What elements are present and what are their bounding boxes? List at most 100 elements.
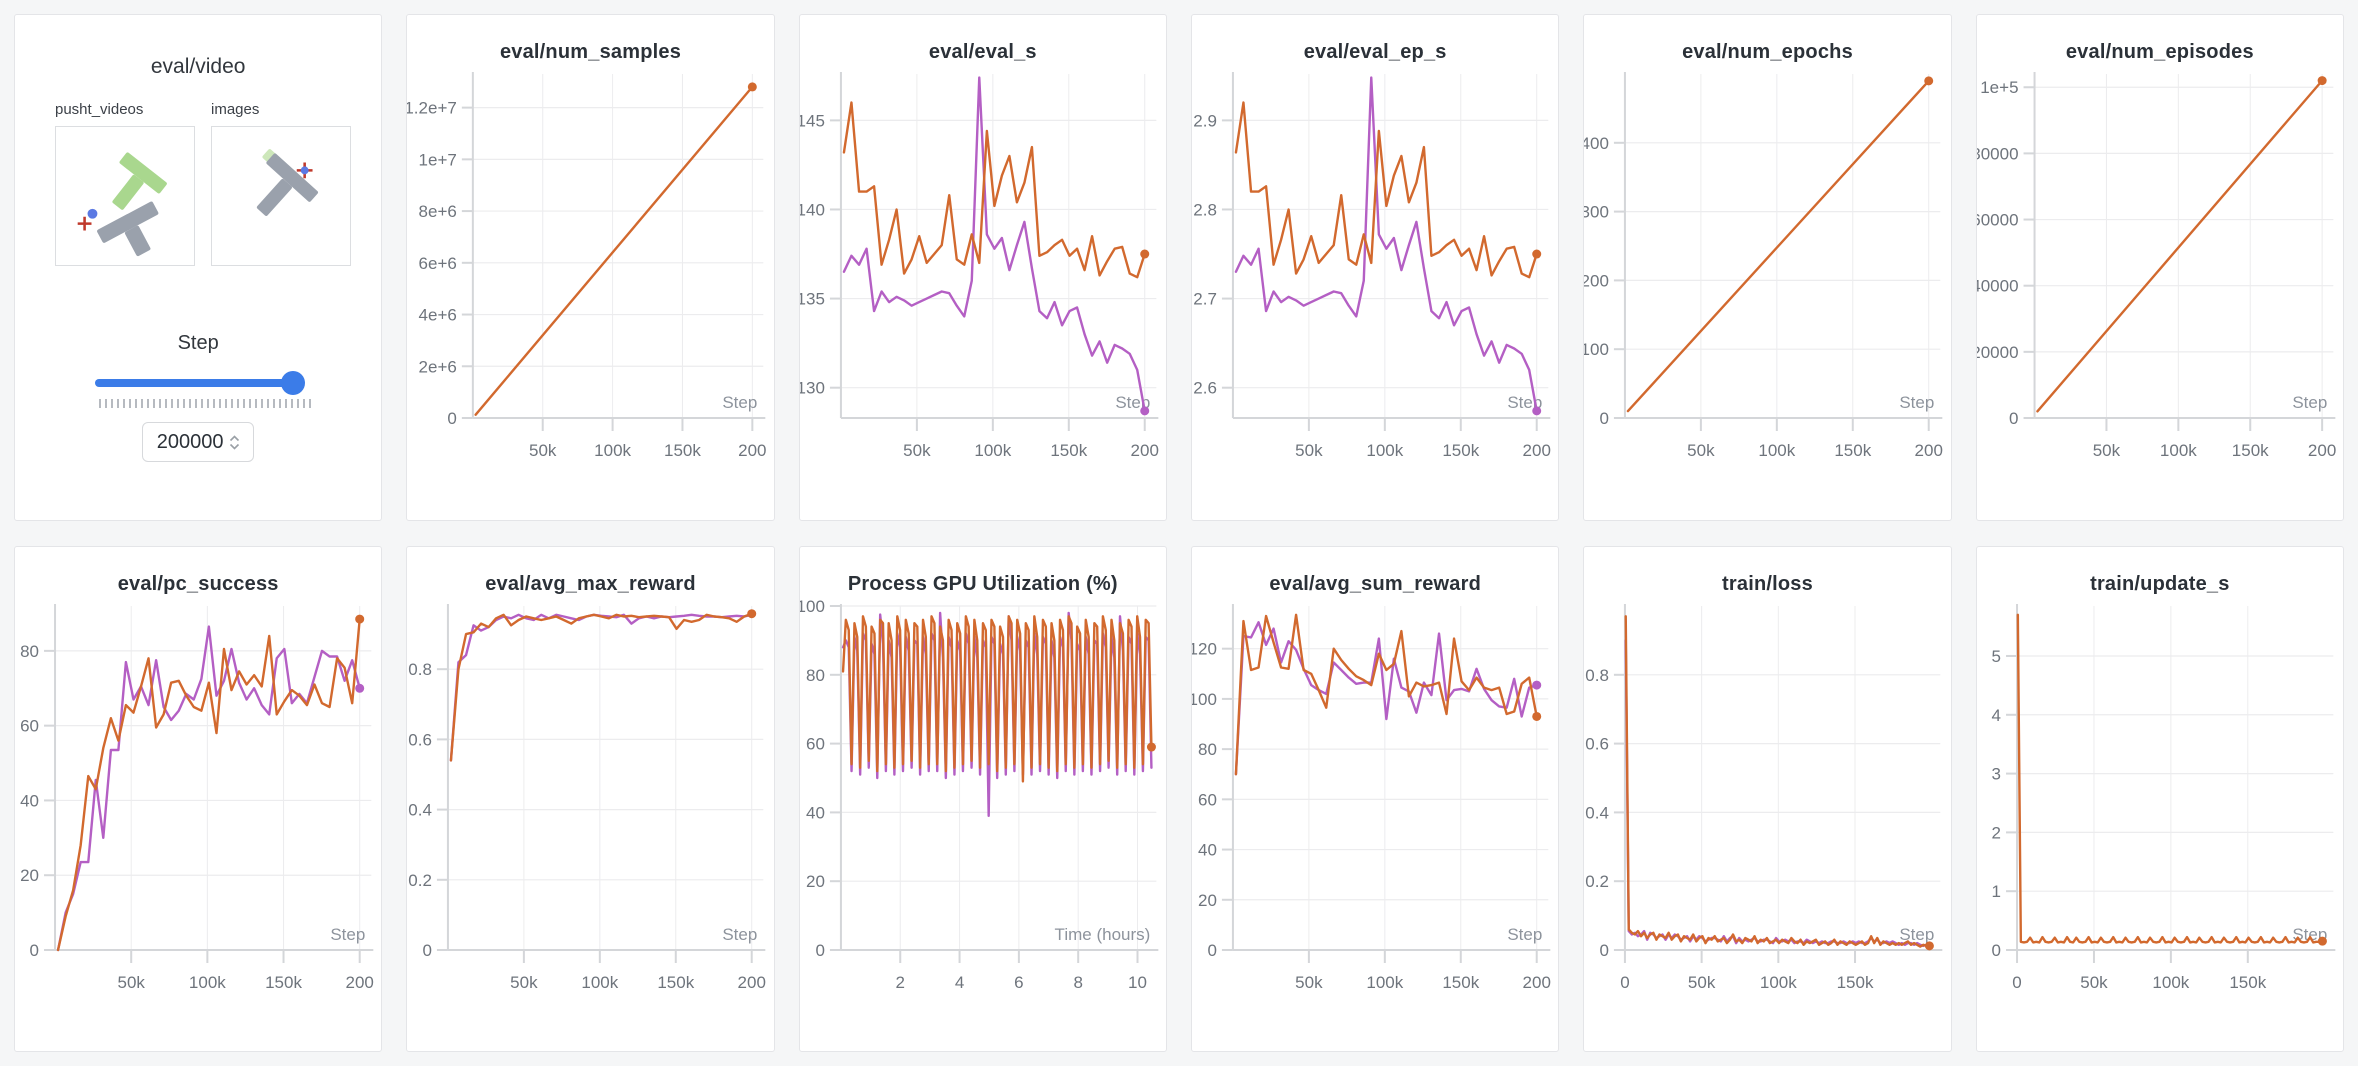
svg-text:100k: 100k <box>1760 973 1797 992</box>
panel-eval-num-samples: eval/num_samples 0 2e+6 4e+6 6e+6 8e+6 1e+7 1.… <box>406 14 775 521</box>
spinner-up-icon[interactable] <box>229 434 240 442</box>
chart-canvas[interactable]: 0 0.2 0.4 0.6 0.8 50k 100k 150k 200 Step <box>407 598 773 1018</box>
endpoint-dot-run-orange <box>2317 76 2327 86</box>
svg-text:20: 20 <box>806 872 825 891</box>
chart-title: eval/eval_ep_s <box>1303 41 1447 63</box>
svg-text:150k: 150k <box>1835 441 1872 460</box>
svg-text:4: 4 <box>954 973 963 992</box>
chart-canvas[interactable]: 0 20 40 60 80 100 120 50k 100k 150k 200 Step <box>1192 598 1558 1018</box>
step-slider-track[interactable] <box>95 379 302 387</box>
svg-text:80000: 80000 <box>1977 144 2019 163</box>
svg-text:8: 8 <box>1073 973 1082 992</box>
svg-text:100k: 100k <box>2152 973 2189 992</box>
svg-text:2.7: 2.7 <box>1193 290 1217 309</box>
svg-text:4e+6: 4e+6 <box>419 306 457 325</box>
series-line-run-purple <box>56 624 361 951</box>
svg-text:0: 0 <box>1207 941 1216 960</box>
tick-labels: 0 20 40 60 80 50k 100k 150k 200 <box>20 641 374 991</box>
series-line-run-orange <box>1624 614 1931 948</box>
endpoint-dot-run-orange <box>1146 742 1156 752</box>
pusht-video-thumbnail[interactable] <box>55 126 195 266</box>
svg-text:6: 6 <box>1014 973 1023 992</box>
svg-text:200: 200 <box>1584 271 1609 290</box>
step-value: 200000 <box>156 430 224 453</box>
tick-labels: 130 135 140 145 50k 100k 150k 200 <box>800 111 1159 460</box>
step-slider[interactable] <box>95 371 306 395</box>
chart-canvas[interactable]: 0 0.2 0.4 0.6 0.8 0 50k 100k 150k Step <box>1584 598 1950 1018</box>
svg-text:200: 200 <box>2308 441 2336 460</box>
svg-text:3: 3 <box>1991 764 2000 783</box>
svg-text:40: 40 <box>20 791 39 810</box>
svg-text:150k: 150k <box>1050 441 1087 460</box>
spinner-down-icon[interactable] <box>229 443 240 450</box>
svg-text:0.4: 0.4 <box>1586 803 1610 822</box>
svg-text:400: 400 <box>1584 134 1609 153</box>
endpoint-dot-run-orange <box>1532 249 1542 259</box>
step-value-input[interactable]: 200000 <box>142 422 255 462</box>
svg-text:100k: 100k <box>2160 441 2197 460</box>
axes <box>44 603 374 963</box>
grid-lines <box>1625 74 1941 418</box>
svg-text:100k: 100k <box>189 973 226 992</box>
chart-canvas[interactable]: 0 20000 40000 60000 80000 1e+5 50k 100k 150k 200 S… <box>1977 66 2343 486</box>
svg-text:0: 0 <box>448 409 457 428</box>
endpoint-dot-run-purple <box>1532 406 1542 416</box>
svg-text:140: 140 <box>800 200 825 219</box>
series-line-run-purple <box>1234 620 1538 775</box>
step-slider-handle[interactable] <box>281 371 306 395</box>
svg-text:150k: 150k <box>265 973 302 992</box>
series-lines <box>842 76 1149 416</box>
chart-canvas[interactable]: 0 20 40 60 80 100 2 4 6 8 10 Time (hours) <box>800 598 1166 1018</box>
svg-text:50k: 50k <box>2092 441 2120 460</box>
series-lines <box>841 611 1156 817</box>
svg-text:200: 200 <box>1523 973 1551 992</box>
series-lines <box>1624 614 1935 950</box>
svg-text:0: 0 <box>423 941 432 960</box>
svg-text:100k: 100k <box>1366 973 1403 992</box>
svg-text:60: 60 <box>806 734 825 753</box>
series-lines <box>1627 76 1934 413</box>
svg-text:200: 200 <box>1915 441 1943 460</box>
svg-text:0.2: 0.2 <box>1586 872 1610 891</box>
svg-text:1e+5: 1e+5 <box>1980 78 2018 97</box>
endpoint-dot-run-purple <box>1532 680 1542 690</box>
endpoint-dot-run-purple <box>355 683 365 693</box>
series-line-run-orange <box>1627 79 1931 413</box>
endpoint-dot-run-orange <box>1532 711 1542 721</box>
svg-text:0.4: 0.4 <box>409 800 433 819</box>
chart-canvas[interactable]: 0 20 40 60 80 50k 100k 150k 200 Step <box>15 598 381 1018</box>
axes <box>829 72 1158 431</box>
svg-text:5: 5 <box>1991 646 2000 665</box>
x-axis-label: Step <box>330 925 365 944</box>
svg-text:100: 100 <box>800 598 825 616</box>
series-lines <box>1234 76 1542 416</box>
chart-canvas[interactable]: 0 2e+6 4e+6 6e+6 8e+6 1e+7 1.2e+7 50k 100k 150k 20… <box>407 66 773 486</box>
images-thumbnail[interactable] <box>211 126 351 266</box>
svg-text:50k: 50k <box>510 973 538 992</box>
media-item-images: images <box>211 101 351 266</box>
step-slider-ruler <box>99 399 312 408</box>
svg-text:300: 300 <box>1584 203 1609 222</box>
series-lines <box>2035 76 2327 413</box>
svg-text:100: 100 <box>1584 340 1609 359</box>
svg-text:50k: 50k <box>529 441 557 460</box>
series-line-run-purple <box>1234 76 1538 413</box>
svg-text:80: 80 <box>20 641 39 660</box>
chart-canvas[interactable]: 13013514014550k100k150k200Step <box>800 66 1166 486</box>
svg-text:1.2e+7: 1.2e+7 <box>407 99 457 118</box>
x-axis-label: Step <box>1507 925 1542 944</box>
x-axis-label: Step <box>1900 925 1935 944</box>
svg-text:20: 20 <box>1198 890 1217 909</box>
svg-text:50k: 50k <box>1295 441 1323 460</box>
tick-labels: 0 100 200 300 400 50k 100k 150k 200 <box>1584 134 1943 460</box>
chart-canvas[interactable]: 0 100 200 300 400 50k 100k 150k 200 Step <box>1584 66 1950 486</box>
chart-title: eval/num_epochs <box>1682 41 1853 63</box>
chart-title: train/update_s <box>2090 572 2230 595</box>
axes <box>829 603 1158 963</box>
svg-text:2: 2 <box>1991 823 2000 842</box>
panel-eval-eval-ep-s: eval/eval_ep_s 2.6 2.7 2.8 2.9 50k 100k 150k 20… <box>1191 14 1560 521</box>
series-line-run-orange <box>474 85 754 416</box>
